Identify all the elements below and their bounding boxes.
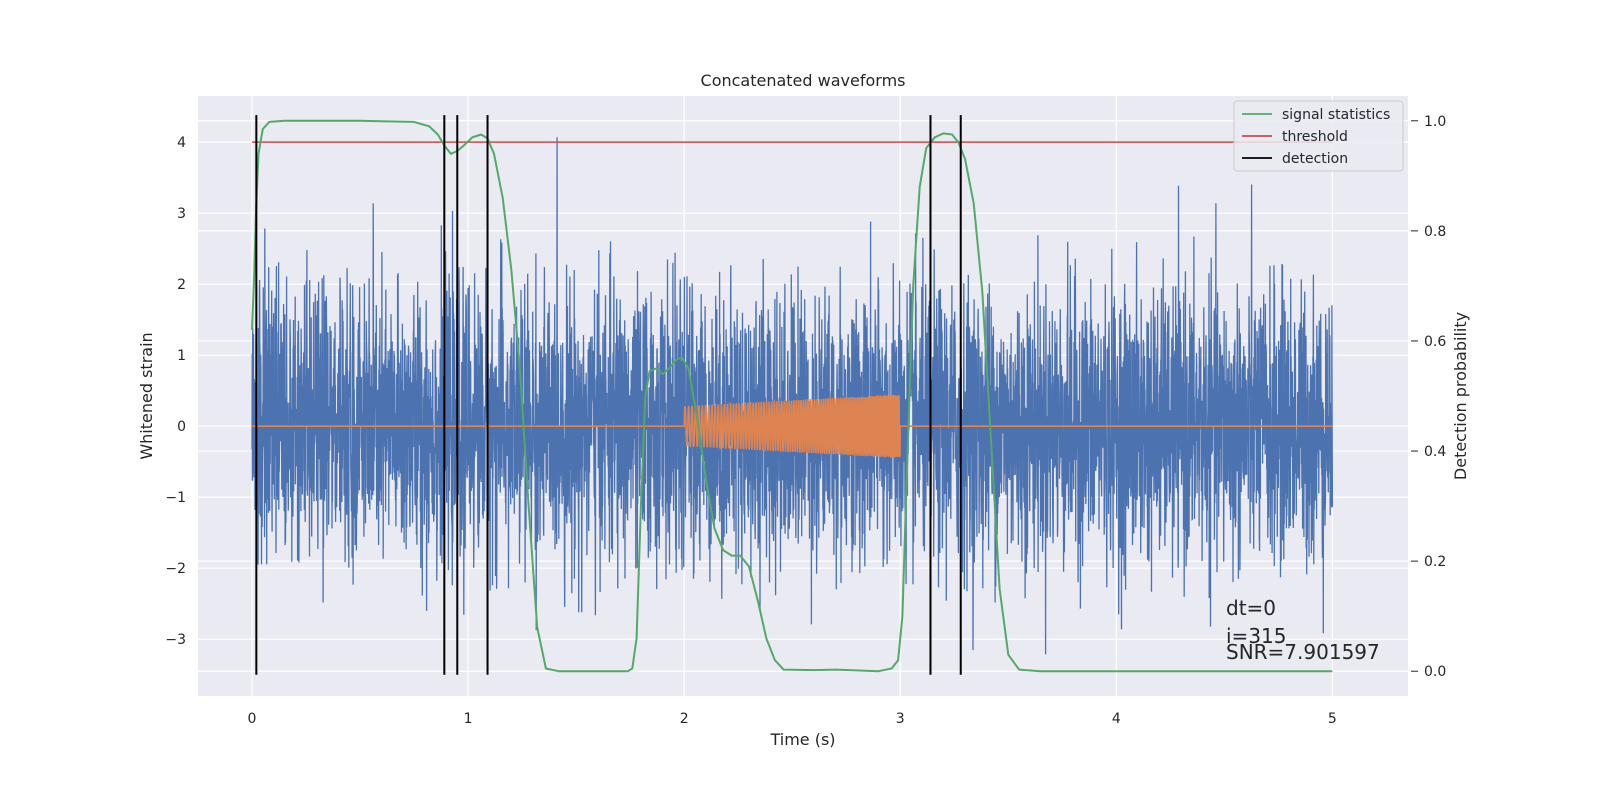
x-axis-label: Time (s) <box>769 730 835 749</box>
legend: signal statistics threshold detection <box>1233 100 1404 172</box>
annotation-index: i=315 <box>1226 624 1287 648</box>
y-right-tick-label: 0.0 <box>1424 664 1446 680</box>
legend-label-signal-statistics: signal statistics <box>1282 107 1390 123</box>
y-tick-label: 3 <box>177 206 186 222</box>
annotation-dt: dt=0 <box>1226 596 1276 620</box>
y-tick-label: 4 <box>177 135 186 151</box>
series-signal-statistics <box>251 119 1333 673</box>
y-axis-right-label: Detection probability <box>1451 312 1470 480</box>
y-tick-label: 0 <box>177 419 186 435</box>
y-right-tick-label: 1.0 <box>1424 114 1446 130</box>
y-tick-label: 2 <box>177 277 186 293</box>
chart-title: Concatenated waveforms <box>701 71 906 90</box>
series-whitened-strain <box>251 137 1334 655</box>
y-right-tick-label: 0.6 <box>1424 334 1446 350</box>
tick-labels: 0 1 2 3 4 5 −3 −2 −1 0 1 2 3 4 0.0 0.2 0.4 0.6 0.8 1.0 <box>165 114 1446 727</box>
y-tick-label: −1 <box>165 490 186 506</box>
y-tick-label: −2 <box>165 561 186 577</box>
annotation-snr: SNR=7.901597 <box>1226 640 1380 664</box>
y-tick-label: 1 <box>177 348 186 364</box>
x-tick-label: 1 <box>464 711 473 727</box>
x-tick-label: 0 <box>248 711 257 727</box>
x-tick-label: 2 <box>680 711 689 727</box>
annotations: dt=0 i=315 SNR=7.901597 <box>1226 596 1380 664</box>
y-tick-label: −3 <box>165 632 186 648</box>
legend-label-threshold: threshold <box>1282 129 1348 145</box>
y-right-tick-label: 0.4 <box>1424 444 1446 460</box>
x-tick-label: 3 <box>896 711 905 727</box>
data-layer <box>251 115 1334 675</box>
series-injected-waveform <box>252 393 1333 458</box>
legend-label-detection: detection <box>1282 151 1348 167</box>
legend-box <box>1233 100 1404 172</box>
x-tick-label: 5 <box>1328 711 1337 727</box>
y-axis-label: Whitened strain <box>137 332 156 459</box>
y-right-tick-label: 0.2 <box>1424 554 1446 570</box>
y-right-tick-label: 0.8 <box>1424 224 1446 240</box>
x-tick-label: 4 <box>1112 711 1121 727</box>
